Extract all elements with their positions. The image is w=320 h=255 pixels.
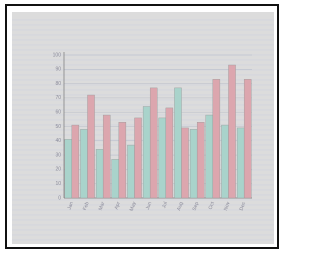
bar — [159, 118, 166, 198]
bar — [119, 122, 126, 198]
y-tick-label: 40 — [55, 138, 61, 144]
bar — [182, 128, 189, 198]
bar — [127, 145, 134, 198]
bar — [190, 129, 197, 198]
bar — [103, 115, 110, 198]
bar — [80, 129, 87, 198]
y-tick-label: 10 — [55, 181, 61, 187]
bar — [166, 108, 173, 198]
y-tick-label: 70 — [55, 95, 61, 101]
bar — [197, 122, 204, 198]
bar — [150, 88, 157, 198]
y-tick-label: 50 — [55, 124, 61, 130]
bar — [229, 65, 236, 198]
y-tick-label: 60 — [55, 110, 61, 116]
bar — [237, 128, 244, 198]
bar — [213, 79, 220, 198]
bar — [88, 95, 95, 198]
y-tick-label: 30 — [55, 152, 61, 158]
bar — [96, 149, 103, 198]
y-tick-label: 100 — [53, 52, 62, 58]
y-tick-label: 20 — [55, 167, 61, 173]
bar — [65, 139, 72, 198]
bar — [221, 125, 228, 198]
bar — [206, 115, 213, 198]
y-tick-label: 80 — [55, 81, 61, 87]
y-tick-label: 90 — [55, 67, 61, 73]
bar — [135, 118, 142, 198]
page: 0102030405060708090100JanFebMarAprMayJun… — [0, 0, 320, 255]
bar — [72, 125, 79, 198]
bar — [143, 106, 150, 198]
bar — [244, 79, 251, 198]
bar — [174, 88, 181, 198]
bar — [112, 159, 119, 198]
y-tick-label: 0 — [58, 195, 61, 201]
